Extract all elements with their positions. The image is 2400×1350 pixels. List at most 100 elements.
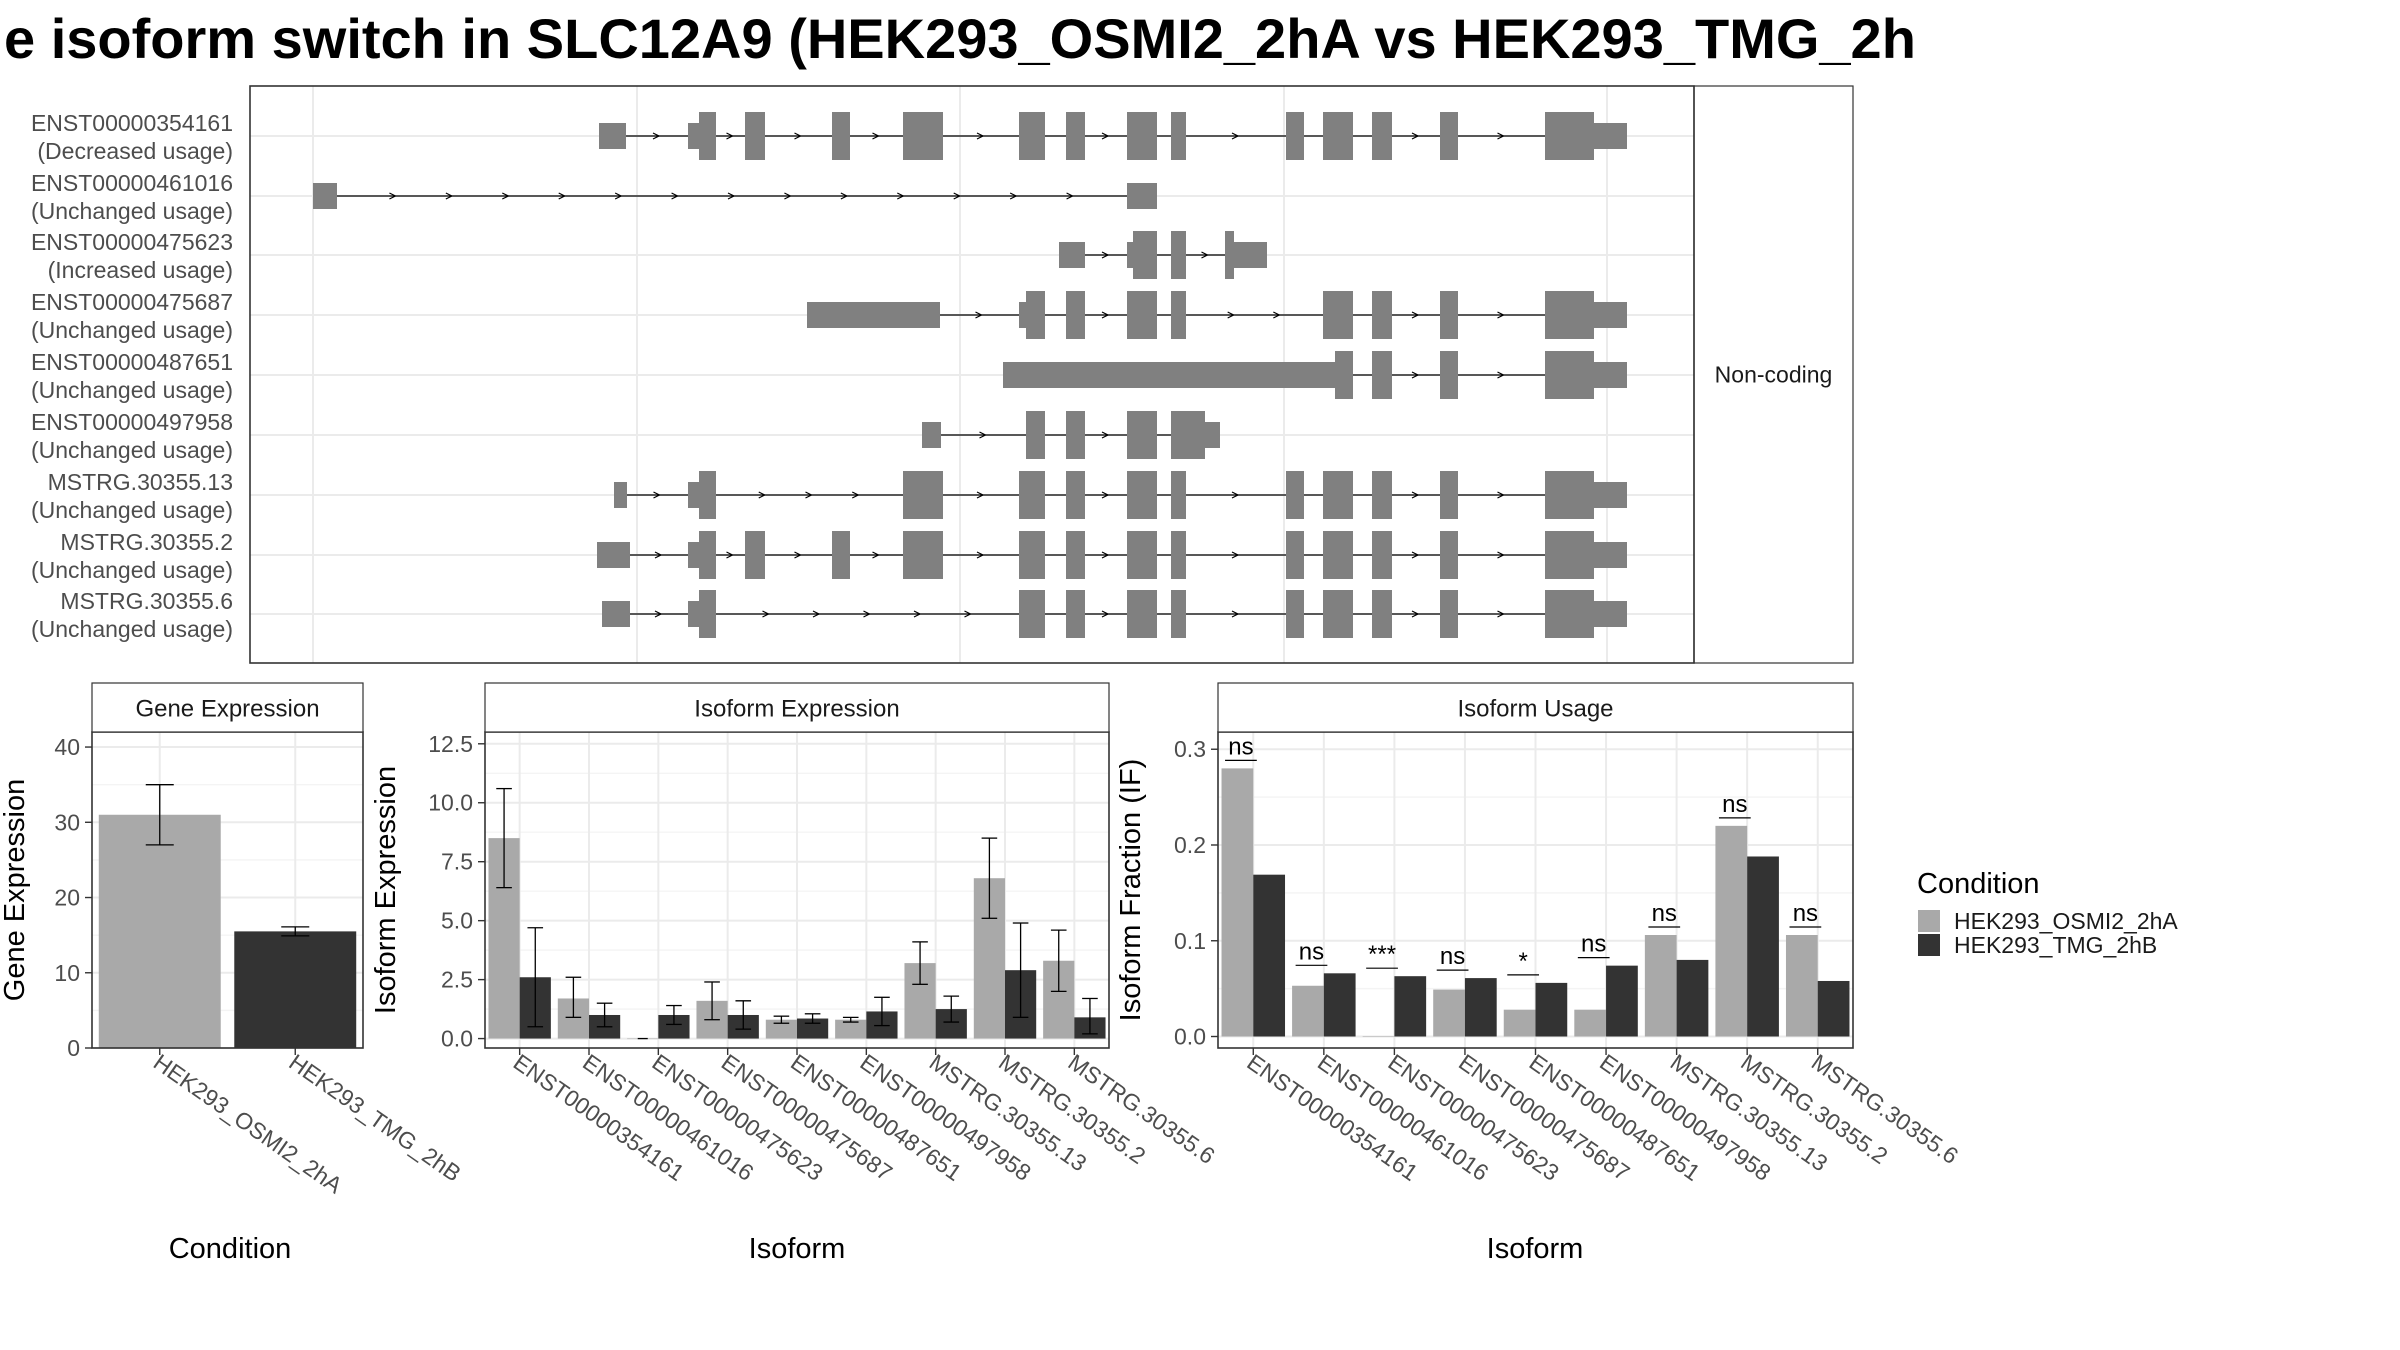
intron-arrow: [840, 192, 849, 200]
exon: [1127, 411, 1157, 459]
structure-isoform-name: ENST00000475623: [31, 229, 233, 255]
intron-arrow: [953, 192, 962, 200]
intron-arrow: [389, 192, 397, 200]
exon: [1323, 291, 1353, 339]
intron-arrow: [1231, 551, 1240, 559]
panel-strip: [484, 682, 1110, 733]
intron-arrow: [976, 491, 985, 499]
exon: [1545, 291, 1594, 339]
exon: [1127, 471, 1157, 519]
intron-arrow: [558, 192, 567, 200]
exon: [1171, 471, 1186, 519]
bar: [1644, 935, 1677, 1037]
exon: [1286, 112, 1304, 160]
intron-arrow: [762, 610, 770, 618]
structure-isoform-name: MSTRG.30355.13: [48, 469, 233, 495]
bar: [1323, 973, 1356, 1037]
intron-arrow: [671, 192, 679, 200]
y-tick-label: 10: [54, 960, 80, 986]
exon: [1127, 242, 1133, 268]
exon: [1003, 362, 1335, 388]
exon: [1127, 531, 1157, 579]
intron-arrow: [1411, 491, 1420, 499]
intron-arrow: [1497, 551, 1505, 559]
intron-arrow: [502, 192, 510, 200]
bar: [835, 1019, 867, 1039]
exon: [1127, 291, 1157, 339]
exon: [1019, 471, 1045, 519]
intron-arrow: [784, 192, 792, 200]
exon: [922, 422, 941, 448]
exon: [699, 471, 716, 519]
exon: [1594, 601, 1627, 627]
exon: [1026, 291, 1045, 339]
y-tick-label: 0.0: [1174, 1024, 1206, 1050]
intron-arrow: [1009, 192, 1018, 200]
exon: [1019, 590, 1045, 638]
bar: [98, 814, 221, 1048]
exon: [1372, 590, 1392, 638]
bar: [1715, 825, 1748, 1037]
exon: [1171, 112, 1186, 160]
panel-strip-label: Isoform Expression: [694, 696, 899, 723]
structure-isoform-usage: (Decreased usage): [37, 138, 233, 164]
exon: [1286, 531, 1304, 579]
exon: [1066, 590, 1085, 638]
intron-arrow: [1227, 311, 1236, 319]
bar: [1574, 1009, 1607, 1037]
exon: [903, 531, 943, 579]
structure-isoform-usage: (Unchanged usage): [31, 437, 233, 463]
intron-arrow: [726, 551, 734, 559]
bar: [765, 1019, 797, 1039]
intron-arrow: [726, 132, 734, 140]
y-tick-label: 0.1: [1174, 928, 1206, 954]
exon: [1171, 590, 1186, 638]
intron-arrow: [1201, 251, 1209, 259]
exon: [1026, 411, 1045, 459]
exon: [1066, 112, 1085, 160]
exon: [1323, 112, 1353, 160]
intron-arrow: [872, 551, 880, 559]
structure-isoform-usage: (Unchanged usage): [31, 497, 233, 523]
structure-isoform-name: ENST00000487651: [31, 349, 233, 375]
significance-label: ns: [1440, 943, 1465, 970]
exon: [1372, 112, 1392, 160]
exon: [597, 542, 630, 568]
structure-strip-label: Non-coding: [1715, 362, 1833, 388]
intron-arrow: [1066, 192, 1074, 200]
structure-isoform-usage: (Unchanged usage): [31, 616, 233, 642]
intron-arrow: [1411, 311, 1420, 319]
exon: [745, 531, 765, 579]
significance-label: ns: [1299, 938, 1324, 965]
bar: [1606, 965, 1638, 1037]
x-axis-title: Condition: [169, 1233, 292, 1265]
panel-strip-label: Gene Expression: [135, 696, 319, 723]
bar: [1253, 874, 1286, 1037]
bar: [1464, 978, 1497, 1037]
intron-arrow: [1411, 132, 1420, 140]
intron-arrow: [872, 132, 880, 140]
significance-label: ns: [1793, 900, 1818, 927]
exon: [832, 531, 850, 579]
intron-arrow: [1497, 311, 1505, 319]
panel-strip: [1217, 682, 1854, 733]
exon: [1440, 471, 1458, 519]
legend-label: HEK293_TMG_2hB: [1954, 932, 2157, 958]
exon: [1171, 231, 1186, 279]
significance-label: ns: [1652, 900, 1677, 927]
legend-label: HEK293_OSMI2_2hA: [1954, 908, 2178, 934]
intron-arrow: [976, 551, 985, 559]
exon: [1019, 302, 1026, 328]
exon: [599, 123, 626, 149]
exon: [1225, 231, 1234, 279]
exon: [1594, 302, 1627, 328]
exon: [1372, 351, 1392, 399]
y-tick-label: 0.3: [1174, 736, 1206, 762]
exon: [1372, 291, 1392, 339]
exon: [903, 112, 943, 160]
structure-isoform-name: ENST00000354161: [31, 110, 233, 136]
exon: [1335, 351, 1353, 399]
exon: [1286, 471, 1304, 519]
bar: [1362, 1036, 1395, 1038]
